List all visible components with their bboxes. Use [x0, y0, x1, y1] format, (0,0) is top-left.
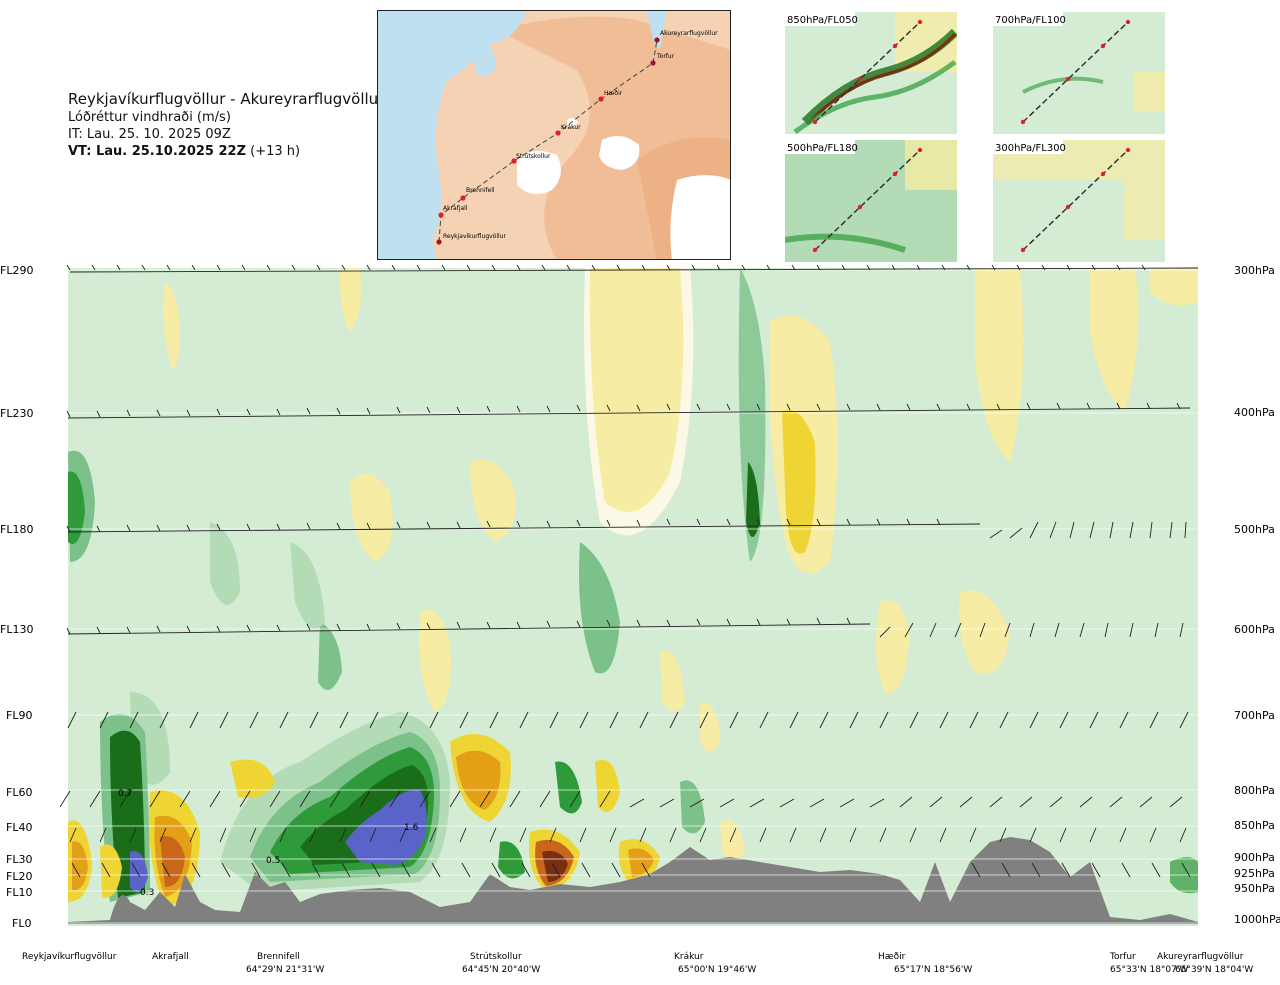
fl-label: FL10 [6, 886, 32, 899]
station-name: Akrafjall [152, 952, 189, 962]
station-axis-labels: Reykjavíkurflugvöllur Akrafjall Brennife… [22, 952, 1253, 975]
glacier-vatnajokull [670, 175, 731, 260]
mini-panel-700: 700hPa/FL100 [993, 12, 1165, 134]
pressure-label: 800hPa [1234, 784, 1275, 797]
fl-label: FL60 [6, 786, 32, 799]
vertical-velocity-field [68, 268, 1198, 907]
fl-label: FL30 [6, 853, 32, 866]
mini-panel-300: 300hPa/FL300 [993, 140, 1165, 262]
station-coord: 64°29'N 21°31'W [246, 965, 324, 975]
fl-label: FL40 [6, 821, 32, 834]
map-frame [377, 10, 731, 260]
station-name: Hæðir [878, 952, 906, 962]
pressure-label: 925hPa [1234, 867, 1275, 880]
fl-label: FL0 [12, 917, 31, 930]
route-map: Akureyrarflugvöllur Torfur Hæðir Krákur … [377, 10, 731, 260]
glacier-hofsjokull [599, 136, 640, 170]
station-name: Strútskollur [470, 952, 522, 962]
glacier-langjokull [517, 151, 561, 194]
station-name: Krákur [674, 952, 704, 962]
map-fjord [467, 10, 497, 77]
contour-label: 0.5 [266, 856, 280, 866]
cross-section-chart: FL290 FL230 FL180 FL130 FL90 FL60 FL40 F… [0, 264, 1280, 930]
glacier-small [567, 117, 578, 127]
station-coord: 65°33'N 18°07'W [1110, 965, 1188, 975]
panel-label-300: 300hPa/FL300 [995, 143, 1066, 154]
mini-panel-500: 500hPa/FL180 [785, 140, 957, 262]
waypoint-krakur [555, 130, 561, 136]
fl-label: FL20 [6, 870, 32, 883]
initial-time: IT: Lau. 25. 10. 2025 09Z [68, 127, 231, 142]
wind-barbs [59, 264, 1199, 878]
pressure-axis: 300hPa 400hPa 500hPa 600hPa 700hPa 800hP… [1234, 264, 1280, 926]
waypoint-akrafjall [438, 212, 444, 218]
station-axis: Reykjavíkurflugvöllur Akrafjall Brennife… [0, 944, 1280, 981]
waypoint-reykjavik [436, 239, 442, 245]
valid-time-lead: (+13 h) [250, 144, 301, 159]
map-fjord-north [647, 10, 667, 50]
map-label-krakur: Krákur [561, 124, 581, 131]
title-block: Reykjavíkurflugvöllur - Akureyrarflugvöl… [68, 90, 388, 160]
map-label-haedir: Hæðir [604, 90, 623, 97]
panel-label-850: 850hPa/FL050 [787, 15, 858, 26]
station-coord: 65°39'N 18°04'W [1175, 965, 1253, 975]
panel-label-500: 500hPa/FL180 [787, 143, 858, 154]
chart-title: Reykjavíkurflugvöllur - Akureyrarflugvöl… [68, 90, 385, 108]
station-name: Torfur [1109, 952, 1136, 962]
pressure-label: 1000hPa [1234, 913, 1280, 926]
fl-label: FL90 [6, 709, 32, 722]
waypoint-strutskollur [511, 158, 517, 164]
pressure-label: 950hPa [1234, 882, 1275, 895]
pressure-label: 700hPa [1234, 709, 1275, 722]
pressure-label: 850hPa [1234, 819, 1275, 832]
mini-panel-850: 850hPa/FL050 [785, 12, 957, 134]
station-name: Akureyrarflugvöllur [1157, 952, 1244, 962]
fl-label: FL180 [0, 523, 33, 536]
station-name: Reykjavíkurflugvöllur [22, 952, 117, 962]
waypoint-brennifell [460, 195, 466, 201]
waypoint-haedir [598, 96, 604, 102]
map-sea-west [377, 10, 527, 260]
pressure-label: 300hPa [1234, 264, 1275, 277]
station-name: Brennifell [257, 952, 300, 962]
contour-label: 0.3 [140, 888, 154, 898]
chart-variable: Lóðréttur vindhraði (m/s) [68, 110, 231, 125]
pressure-label: 600hPa [1234, 623, 1275, 636]
waypoint-akureyri [654, 37, 660, 43]
map-label-brennifell: Brennifell [466, 187, 495, 194]
fl-label: FL130 [0, 623, 33, 636]
pressure-label: 500hPa [1234, 523, 1275, 536]
station-coord: 65°17'N 18°56'W [894, 965, 972, 975]
terrain [68, 837, 1198, 924]
flight-level-axis: FL290 FL230 FL180 FL130 FL90 FL60 FL40 F… [0, 264, 33, 930]
valid-time-main: VT: Lau. 25.10.2025 22Z [68, 144, 247, 159]
panel-label-700: 700hPa/FL100 [995, 15, 1066, 26]
waypoint-torfur [650, 60, 656, 66]
pressure-label: 900hPa [1234, 851, 1275, 864]
fl-label: FL230 [0, 407, 33, 420]
map-label-torfur: Torfur [656, 53, 675, 60]
station-coord: 64°45'N 20°40'W [462, 965, 540, 975]
pressure-label: 400hPa [1234, 406, 1275, 419]
map-label-strutskollur: Strútskollur [516, 153, 551, 160]
contour-label: 1.6 [404, 823, 419, 833]
map-label-akureyri: Akureyrarflugvöllur [660, 30, 718, 37]
fl-label: FL290 [0, 264, 33, 277]
valid-time: VT: Lau. 25.10.2025 22Z (+13 h) [68, 143, 388, 160]
contour-label: 0.7 [118, 789, 132, 799]
station-coord: 65°00'N 19°46'W [678, 965, 756, 975]
map-label-reykjavik: Reykjavíkurflugvöllur [443, 233, 506, 240]
map-label-akrafjall: Akrafjall [443, 205, 468, 212]
